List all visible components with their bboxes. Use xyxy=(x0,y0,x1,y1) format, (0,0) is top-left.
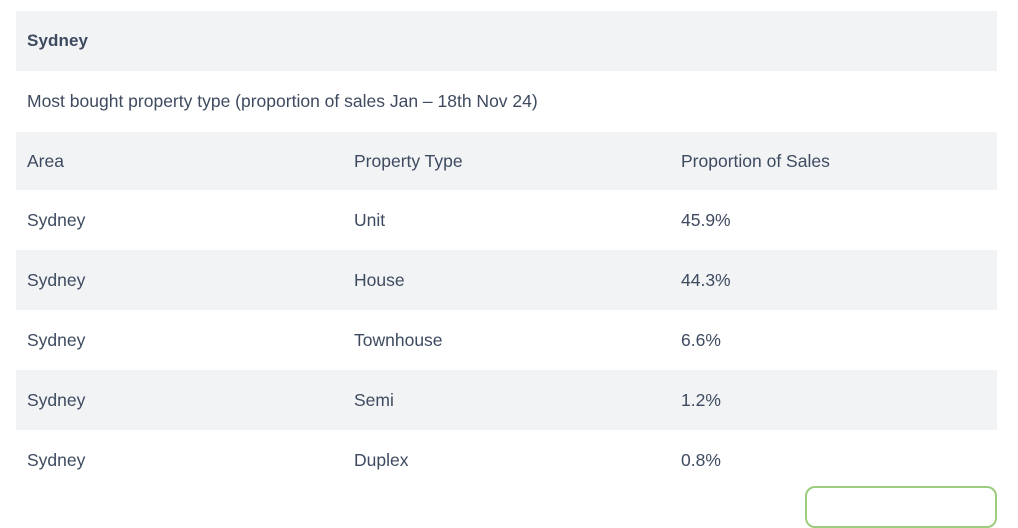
column-header-property-type: Property Type xyxy=(343,132,670,190)
cell-proportion: 45.9% xyxy=(670,190,997,250)
cell-proportion: 6.6% xyxy=(670,310,997,370)
cell-area: Sydney xyxy=(16,310,343,370)
cell-area: Sydney xyxy=(16,370,343,430)
table-row: Sydney Townhouse 6.6% xyxy=(16,310,997,370)
cell-area: Sydney xyxy=(16,190,343,250)
cell-proportion: 1.2% xyxy=(670,370,997,430)
bottom-action-button[interactable] xyxy=(805,486,997,528)
table-row: Sydney Duplex 0.8% xyxy=(16,430,997,490)
cell-property-type: House xyxy=(343,250,670,310)
sydney-property-card: Sydney Most bought property type (propor… xyxy=(16,11,997,490)
table-row: Sydney House 44.3% xyxy=(16,250,997,310)
cell-property-type: Duplex xyxy=(343,430,670,490)
cell-area: Sydney xyxy=(16,430,343,490)
card-title: Sydney xyxy=(16,11,997,71)
cell-property-type: Semi xyxy=(343,370,670,430)
table-header-row: Area Property Type Proportion of Sales xyxy=(16,132,997,190)
cell-proportion: 44.3% xyxy=(670,250,997,310)
cell-property-type: Unit xyxy=(343,190,670,250)
cell-proportion: 0.8% xyxy=(670,430,997,490)
cell-property-type: Townhouse xyxy=(343,310,670,370)
table-row: Sydney Semi 1.2% xyxy=(16,370,997,430)
column-header-proportion-of-sales: Proportion of Sales xyxy=(670,132,997,190)
table-row: Sydney Unit 45.9% xyxy=(16,190,997,250)
column-header-area: Area xyxy=(16,132,343,190)
property-type-table: Area Property Type Proportion of Sales S… xyxy=(16,132,997,490)
cell-area: Sydney xyxy=(16,250,343,310)
card-subtitle: Most bought property type (proportion of… xyxy=(16,71,997,132)
